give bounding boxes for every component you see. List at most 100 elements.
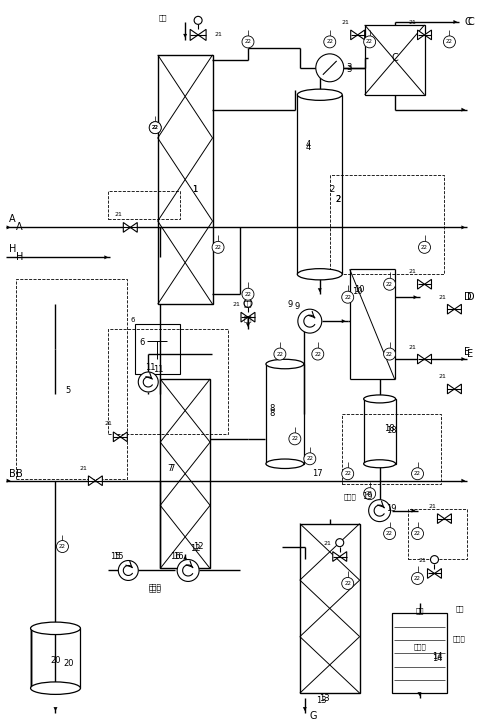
Bar [31, 628, 81, 688]
Text: 22: 22 [215, 245, 222, 250]
Circle shape [242, 288, 254, 300]
Polygon shape [183, 555, 187, 560]
Text: 8: 8 [269, 409, 275, 418]
Text: D: D [464, 292, 471, 303]
Ellipse shape [297, 89, 342, 100]
Text: 10: 10 [352, 287, 363, 296]
Text: G: G [310, 711, 317, 721]
Text: 22: 22 [414, 531, 421, 536]
Text: 21: 21 [214, 32, 222, 38]
Polygon shape [424, 30, 432, 40]
Polygon shape [418, 692, 421, 696]
Text: 9: 9 [287, 300, 292, 309]
Text: 20: 20 [63, 658, 74, 668]
Text: 9: 9 [294, 302, 300, 310]
Text: C: C [464, 17, 471, 27]
Text: 21: 21 [408, 20, 417, 25]
Text: 7: 7 [168, 464, 173, 473]
Polygon shape [104, 256, 108, 259]
Text: 蒸汽: 蒸汽 [415, 607, 424, 614]
Text: 2: 2 [335, 195, 340, 204]
Polygon shape [461, 479, 466, 483]
Text: 22: 22 [344, 581, 351, 586]
Polygon shape [461, 357, 466, 361]
Polygon shape [96, 476, 102, 486]
Polygon shape [190, 30, 198, 40]
Ellipse shape [364, 395, 396, 403]
Circle shape [336, 539, 344, 547]
Text: 冷凝水: 冷凝水 [453, 635, 466, 642]
Polygon shape [428, 569, 434, 578]
Circle shape [419, 241, 431, 253]
Polygon shape [113, 432, 120, 442]
Polygon shape [411, 508, 416, 513]
Polygon shape [130, 222, 137, 232]
Text: 22: 22 [366, 491, 373, 496]
Text: E: E [468, 349, 473, 359]
Text: 22: 22 [152, 125, 159, 130]
Text: 21: 21 [324, 541, 332, 546]
Text: 22: 22 [244, 40, 252, 44]
Polygon shape [7, 479, 11, 483]
Bar [158, 55, 213, 304]
Text: 15: 15 [110, 552, 120, 561]
Bar [15, 279, 127, 479]
Text: 2: 2 [335, 195, 340, 204]
Circle shape [411, 468, 423, 479]
Circle shape [289, 433, 301, 445]
Text: 21: 21 [439, 295, 446, 300]
Text: 11: 11 [145, 362, 156, 372]
Bar [365, 25, 424, 95]
Polygon shape [418, 355, 424, 364]
Text: 1: 1 [192, 185, 198, 194]
Circle shape [298, 309, 322, 333]
Bar [108, 329, 228, 434]
Polygon shape [120, 432, 127, 442]
Circle shape [411, 528, 423, 539]
Circle shape [384, 278, 396, 290]
Polygon shape [454, 20, 457, 24]
Circle shape [364, 36, 376, 48]
Polygon shape [351, 30, 358, 40]
Polygon shape [418, 279, 424, 289]
Circle shape [312, 348, 324, 360]
Circle shape [149, 122, 161, 134]
Text: B: B [15, 469, 23, 479]
Polygon shape [241, 313, 248, 322]
Text: 5: 5 [66, 386, 71, 396]
Circle shape [342, 468, 354, 479]
Text: 8: 8 [269, 404, 275, 414]
Circle shape [384, 528, 396, 539]
Circle shape [411, 573, 423, 584]
Ellipse shape [31, 682, 81, 695]
Polygon shape [333, 552, 340, 562]
Text: 蒸汽: 蒸汽 [455, 605, 464, 612]
Text: 22: 22 [366, 40, 373, 44]
Circle shape [212, 241, 224, 253]
Text: 蒸汽: 蒸汽 [159, 14, 168, 21]
Polygon shape [455, 304, 461, 314]
Polygon shape [303, 707, 307, 711]
Text: H: H [15, 252, 23, 262]
Circle shape [316, 54, 344, 82]
Text: 6: 6 [130, 317, 135, 323]
Text: 22: 22 [446, 40, 453, 44]
Text: C: C [468, 17, 474, 27]
Text: 7: 7 [169, 464, 175, 473]
Text: 21: 21 [80, 466, 87, 471]
Text: 17: 17 [312, 469, 323, 478]
Ellipse shape [266, 360, 304, 369]
Text: 冷却水: 冷却水 [149, 583, 162, 590]
Polygon shape [198, 30, 206, 40]
Text: 2: 2 [329, 185, 335, 194]
Text: 22: 22 [326, 40, 333, 44]
Bar [330, 175, 444, 274]
Bar [135, 324, 180, 374]
Text: 18: 18 [386, 427, 397, 435]
Text: 21: 21 [342, 20, 349, 25]
Circle shape [242, 36, 254, 48]
Text: 14: 14 [432, 653, 443, 663]
Polygon shape [342, 319, 346, 323]
Text: 3: 3 [346, 64, 351, 72]
Text: 12: 12 [193, 542, 204, 551]
